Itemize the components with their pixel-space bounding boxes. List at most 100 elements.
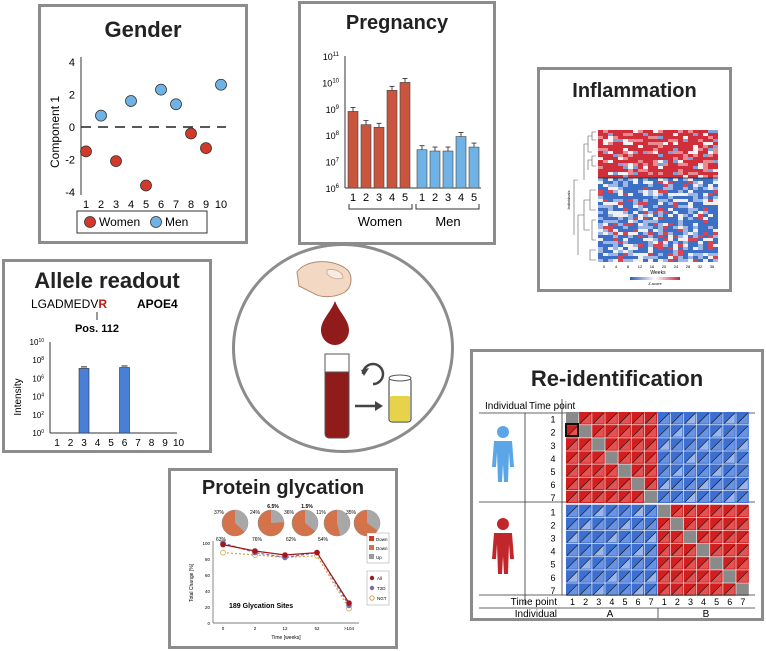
- inflammation-cell: [613, 133, 618, 136]
- inflammation-cell: [713, 199, 718, 202]
- inflammation-cell: [683, 256, 688, 259]
- inflammation-cell: [633, 172, 638, 175]
- reid-cell-diag: [606, 570, 618, 582]
- glycation-title: Protein glycation: [201, 477, 365, 499]
- inflammation-cell: [653, 160, 658, 163]
- inflammation-cell: [628, 175, 633, 178]
- gender-ylabel: Component 1: [48, 96, 62, 168]
- inflammation-cell: [713, 181, 718, 184]
- inflammation-cell: [598, 178, 603, 181]
- inflammation-cell: [598, 202, 603, 205]
- inflammation-cell: [618, 157, 623, 160]
- inflammation-cell: [648, 247, 653, 250]
- inflammation-cell: [648, 148, 653, 151]
- inflammation-xtick: 12: [638, 264, 643, 269]
- inflammation-cell: [653, 229, 658, 232]
- inflammation-cell: [618, 250, 623, 253]
- reid-cell-diag: [658, 452, 670, 464]
- inflammation-cell: [693, 211, 698, 214]
- inflammation-cell: [628, 217, 633, 220]
- inflammation-cell: [698, 166, 703, 169]
- inflammation-cell: [678, 178, 683, 181]
- inflammation-cell: [598, 136, 603, 139]
- inflammation-cell: [663, 163, 668, 166]
- inflammation-cell: [623, 208, 628, 211]
- inflammation-cell: [603, 133, 608, 136]
- inflammation-cell: [658, 256, 663, 259]
- inflammation-cell: [598, 244, 603, 247]
- inflammation-cell: [708, 259, 713, 262]
- inflammation-cell: [598, 175, 603, 178]
- inflammation-cell: [688, 220, 693, 223]
- inflammation-cell: [683, 253, 688, 256]
- inflammation-cell: [673, 247, 678, 250]
- inflammation-cell: [618, 175, 623, 178]
- inflammation-cell: [628, 172, 633, 175]
- inflammation-cell: [683, 220, 688, 223]
- inflammation-cell: [713, 160, 718, 163]
- inflammation-zscore-bar: [630, 277, 680, 280]
- inflammation-cell: [698, 214, 703, 217]
- inflammation-cell: [618, 136, 623, 139]
- inflammation-cell: [668, 253, 673, 256]
- inflammation-cell: [688, 172, 693, 175]
- reid-cell-diag: [592, 557, 604, 569]
- inflammation-cell: [628, 259, 633, 262]
- reid-cell-diag: [671, 531, 683, 543]
- inflammation-cell: [628, 190, 633, 193]
- inflammation-cell: [608, 187, 613, 190]
- inflammation-cell: [648, 145, 653, 148]
- inflammation-cell: [683, 208, 688, 211]
- inflammation-cell: [638, 202, 643, 205]
- inflammation-cell: [638, 235, 643, 238]
- reid-panel: Re-identification Individual Time point …: [470, 349, 764, 621]
- inflammation-cell: [688, 202, 693, 205]
- inflammation-cell: [688, 241, 693, 244]
- inflammation-cell: [688, 139, 693, 142]
- inflammation-cell: [698, 217, 703, 220]
- pregnancy-ytick: 106: [326, 184, 340, 194]
- inflammation-cell: [688, 235, 693, 238]
- reid-cell-triangle: [711, 478, 722, 489]
- reid-cell-diag: [645, 438, 657, 450]
- reid-cell-triangle: [671, 452, 683, 463]
- reid-row-label: 3: [550, 441, 555, 451]
- gender-chart: Component 1 420-2-4 1 2 3 4 5 6 7 8 9 10 Women Me…: [48, 57, 227, 234]
- inflammation-cell: [678, 145, 683, 148]
- inflammation-cell: [623, 178, 628, 181]
- inflammation-cell: [683, 244, 688, 247]
- inflammation-cell: [623, 226, 628, 229]
- inflammation-cell: [668, 259, 673, 262]
- allele-ylabel: Intensity: [13, 378, 24, 415]
- reid-cell-triangle: [567, 584, 578, 595]
- inflammation-cell: [658, 175, 663, 178]
- inflammation-cell: [703, 157, 708, 160]
- reid-cell-diag: [710, 412, 722, 424]
- reid-cell-diag: [619, 518, 631, 530]
- inflammation-cell: [673, 232, 678, 235]
- gender-xtick: 6: [158, 199, 164, 211]
- reid-cell-diag: [671, 570, 683, 582]
- inflammation-cell: [603, 220, 608, 223]
- inflammation-cell: [663, 136, 668, 139]
- inflammation-cell: [623, 151, 628, 154]
- reid-cell-diag: [723, 452, 735, 464]
- inflammation-cell: [598, 154, 603, 157]
- inflammation-cell: [638, 214, 643, 217]
- person-b-icon: [492, 518, 514, 574]
- inflammation-cell: [693, 175, 698, 178]
- inflammation-cell: [688, 208, 693, 211]
- inflammation-cell: [648, 196, 653, 199]
- inflammation-cell: [668, 190, 673, 193]
- inflammation-cell: [678, 217, 683, 220]
- inflammation-cell: [623, 241, 628, 244]
- inflammation-cell: [598, 223, 603, 226]
- inflammation-cell: [668, 244, 673, 247]
- reid-cell-triangle: [711, 545, 722, 556]
- inflammation-cell: [658, 247, 663, 250]
- inflammation-cell: [698, 178, 703, 181]
- inflammation-cell: [693, 148, 698, 151]
- inflammation-cell: [653, 154, 658, 157]
- inflammation-cell: [683, 226, 688, 229]
- gender-ytick: -4: [65, 187, 75, 199]
